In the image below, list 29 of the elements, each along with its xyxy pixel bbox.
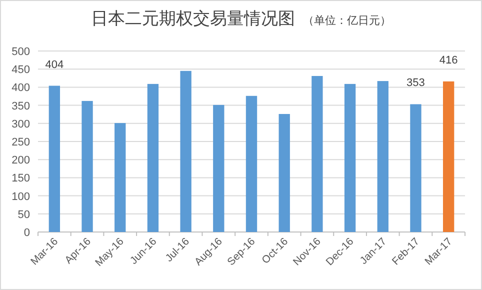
y-tick-label: 450 <box>12 64 30 76</box>
data-label: 404 <box>45 58 64 71</box>
bar <box>147 84 159 232</box>
bar <box>312 76 323 232</box>
y-tick-label: 100 <box>12 190 30 203</box>
data-label: 416 <box>439 54 458 66</box>
chart-subtitle: （单位：亿日元） <box>303 14 391 27</box>
bar <box>180 70 192 232</box>
bar <box>442 81 454 232</box>
y-tick-label: 350 <box>12 100 30 112</box>
y-tick-label: 250 <box>12 136 30 148</box>
y-tick-label: 300 <box>12 118 30 130</box>
y-tick-label: 0 <box>24 227 30 239</box>
bar <box>213 104 224 232</box>
bar <box>344 84 356 232</box>
y-tick-label: 150 <box>12 172 30 185</box>
y-tick-label: 500 <box>12 46 30 58</box>
bar <box>114 123 126 232</box>
chart-title: 日本二元期权交易量情况图 <box>91 9 295 28</box>
bar <box>377 81 388 232</box>
y-tick-label: 50 <box>18 208 30 221</box>
bar <box>48 86 60 232</box>
data-label: 353 <box>406 77 425 90</box>
bar <box>410 104 422 232</box>
bar <box>278 114 290 232</box>
bar <box>82 100 93 232</box>
y-tick-label: 200 <box>12 154 30 167</box>
bar <box>246 96 258 232</box>
y-tick-label: 400 <box>12 82 30 94</box>
